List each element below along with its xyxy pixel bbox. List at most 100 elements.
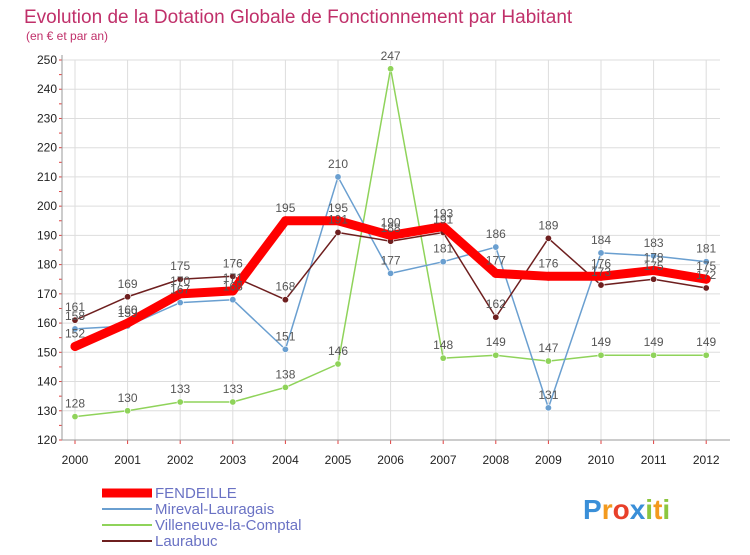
data-label: 171 [223,271,243,285]
data-point [650,275,658,283]
data-point [71,316,79,324]
data-label: 186 [486,227,506,241]
data-point [439,258,447,266]
logo-letter: i [645,494,653,525]
data-point [281,296,289,304]
logo-letter: r [602,494,613,525]
data-label: 191 [328,212,348,226]
data-point [544,357,552,365]
data-point [175,289,185,299]
data-label: 168 [223,280,243,294]
data-point [543,271,553,281]
data-label: 147 [538,341,558,355]
data-point [492,351,500,359]
y-tick-label: 170 [37,287,57,301]
data-label: 138 [275,367,295,381]
x-tick-label: 2000 [62,453,89,467]
data-label: 172 [696,268,716,282]
data-point [702,351,710,359]
data-point [228,286,238,296]
data-label: 195 [328,201,348,215]
data-label: 190 [381,215,401,229]
chart-subtitle: (en € et par an) [26,29,108,43]
data-point [597,249,605,257]
data-label: 191 [433,212,453,226]
x-tick-label: 2004 [272,453,299,467]
data-point [387,269,395,277]
data-label: 173 [591,265,611,279]
logo-letter: t [653,494,662,525]
y-tick-label: 120 [37,433,57,447]
logo-letter: o [613,494,630,525]
data-point [176,275,184,283]
data-point [597,281,605,289]
data-point [702,284,710,292]
data-label: 175 [696,259,716,273]
data-point [229,272,237,280]
x-tick-label: 2012 [693,453,720,467]
legend-label: Laurabuc [155,533,218,550]
series-layer [70,65,711,421]
x-tick-label: 2009 [535,453,562,467]
data-point [439,354,447,362]
data-point [596,271,606,281]
data-label: 177 [486,253,506,267]
x-tick-label: 2011 [641,453,667,467]
data-label: 158 [65,309,85,323]
data-label: 149 [696,335,716,349]
data-label: 195 [275,201,295,215]
data-label: 189 [538,218,558,232]
data-label: 149 [591,335,611,349]
data-point [649,265,659,275]
data-label: 160 [118,303,138,317]
y-tick-label: 250 [37,53,57,67]
y-tick-label: 200 [37,199,57,213]
data-point [70,341,80,351]
data-point [492,243,500,251]
data-point [334,360,342,368]
data-label: 188 [381,221,401,235]
data-point [492,313,500,321]
y-tick-label: 240 [37,82,57,96]
data-point [544,234,552,242]
y-tick-label: 130 [37,404,57,418]
data-label: 181 [433,242,453,256]
logo-letter: i [662,494,670,525]
legend: FENDEILLEMireval-LauragaisVilleneuve-la-… [102,485,301,550]
data-label: 183 [644,236,664,250]
data-label: 162 [486,297,506,311]
x-tick-label: 2006 [377,453,404,467]
data-label: 151 [275,329,295,343]
data-point [176,398,184,406]
data-point [387,65,395,73]
data-label: 152 [65,326,85,340]
data-label: 133 [223,382,243,396]
data-point [124,407,132,415]
x-tick-label: 2002 [167,453,194,467]
chart-title: Evolution de la Dotation Globale de Fonc… [24,7,573,28]
data-point [280,216,290,226]
legend-label: FENDEILLE [155,485,237,502]
legend-label: Villeneuve-la-Comptal [155,517,301,534]
data-label: 130 [118,391,138,405]
x-tick-label: 2003 [219,453,246,467]
data-point [334,228,342,236]
data-label: 175 [644,259,664,273]
data-point [71,413,79,421]
data-label: 167 [170,283,190,297]
data-point [386,230,396,240]
data-label: 176 [223,256,243,270]
data-label: 131 [538,388,558,402]
data-point [650,351,658,359]
data-label-layer: 128 130 133 133 138 146 247 148 149 147 149 149 149 1… [65,49,717,411]
data-label: 159 [118,306,138,320]
data-point [229,296,237,304]
data-label: 168 [275,280,295,294]
y-tick-label: 190 [37,228,57,242]
data-point [229,398,237,406]
data-point [438,222,448,232]
data-point [334,173,342,181]
data-point [281,383,289,391]
